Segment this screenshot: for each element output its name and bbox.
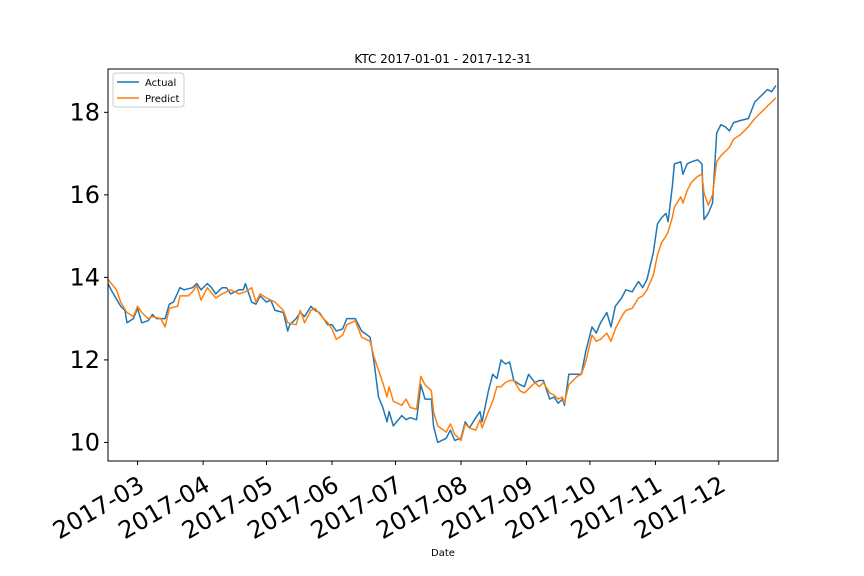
- y-tick-label: 10: [69, 428, 100, 456]
- legend: Actual Predict: [112, 72, 185, 108]
- series-layer: [107, 85, 777, 444]
- y-axis: 10 12 14 16 18: [69, 98, 108, 456]
- x-axis-label: Date: [431, 548, 455, 559]
- y-tick-label: 14: [69, 263, 100, 291]
- plot-area: [107, 68, 779, 462]
- legend-label-predict: Predict: [145, 94, 180, 105]
- y-tick-label: 16: [69, 181, 100, 209]
- y-tick-label: 18: [69, 98, 100, 126]
- series-line-predict: [107, 97, 777, 442]
- plot-frame: [107, 68, 779, 462]
- series-line-actual: [107, 85, 777, 444]
- y-tick-label: 12: [69, 346, 100, 374]
- chart-title: KTC 2017-01-01 - 2017-12-31: [354, 52, 531, 66]
- x-axis: 2017-032017-042017-052017-062017-072017-…: [48, 461, 730, 545]
- legend-label-actual: Actual: [145, 78, 176, 89]
- plot-background: [108, 69, 778, 461]
